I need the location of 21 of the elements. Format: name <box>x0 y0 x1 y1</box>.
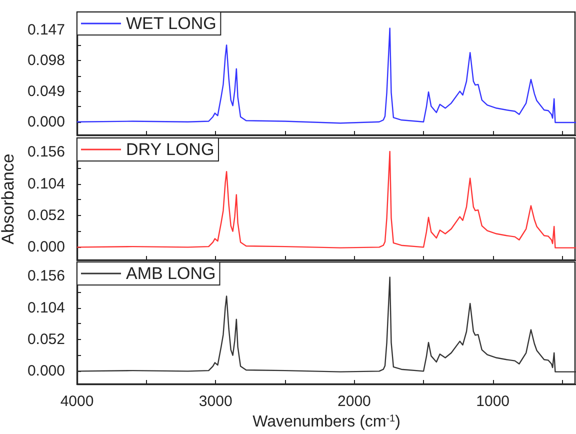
x-tick-label: 3000 <box>198 393 232 410</box>
x-tick-label: 1000 <box>476 393 510 410</box>
y-tick-label: 0.104 <box>27 299 65 316</box>
y-tick-label: 0.052 <box>27 206 65 224</box>
y-tick-label: 0.000 <box>27 362 65 380</box>
y-tick-label: 0.156 <box>27 144 65 161</box>
y-axis-title: Absorbance <box>0 154 18 244</box>
y-tick-label: 0.104 <box>27 175 65 192</box>
y-tick-label: 0.156 <box>27 268 65 285</box>
y-tick-label: 0.000 <box>27 113 65 130</box>
y-tick-label: 0.000 <box>27 238 65 256</box>
x-tick-label: 4000 <box>60 393 94 410</box>
line-series <box>76 28 576 124</box>
y-tick-label: 0.049 <box>27 82 65 100</box>
y-tick-label: 0.147 <box>27 22 65 39</box>
legend-label: WET LONG <box>126 14 216 33</box>
y-tick-label: 0.052 <box>27 330 65 348</box>
x-tick-label: 2000 <box>338 393 371 410</box>
legend-label: DRY LONG <box>126 140 214 159</box>
legend-label: AMB LONG <box>126 264 216 283</box>
y-tick-label: 0.098 <box>27 52 65 70</box>
